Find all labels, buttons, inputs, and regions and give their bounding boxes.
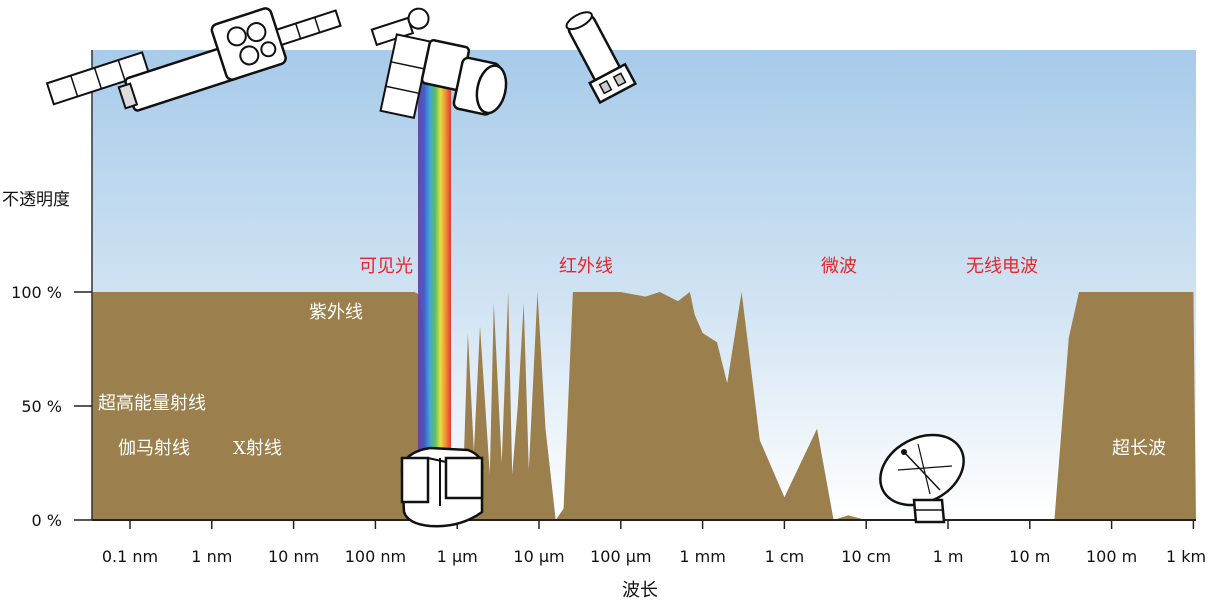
x-tick-label: 1 km: [1166, 547, 1206, 566]
label-xray: X射线: [233, 438, 282, 459]
x-tick-label: 100 μm: [590, 547, 651, 566]
x-tick-label: 1 cm: [765, 547, 805, 566]
y-axis-title: 不透明度: [2, 190, 70, 210]
x-axis-title: 波长: [622, 580, 658, 601]
x-tick-label: 10 μm: [513, 547, 564, 566]
x-tick-label: 100 nm: [345, 547, 406, 566]
y-ticks: 100 % 50 % 0 %: [11, 283, 92, 530]
label-microwave: 微波: [821, 256, 857, 277]
x-tick-label: 1 m: [933, 547, 964, 566]
x-tick-label: 10 m: [1009, 547, 1050, 566]
x-tick-label: 1 nm: [191, 547, 232, 566]
label-ultraviolet: 紫外线: [309, 302, 363, 323]
x-tick-label: 1 mm: [679, 547, 725, 566]
x-tick-label: 0.1 nm: [102, 547, 158, 566]
radio-telescope-icon: [879, 433, 965, 524]
x-tick-label: 10 cm: [841, 547, 891, 566]
label-long-wave: 超长波: [1112, 438, 1166, 459]
x-tick-label: 10 nm: [268, 547, 319, 566]
observatory-icon: [400, 446, 484, 528]
y-tick-label: 0 %: [32, 511, 62, 530]
satellite-icon-infrared: [565, 11, 638, 105]
label-gamma: 伽马射线: [118, 438, 190, 459]
x-tick-label: 100 m: [1086, 547, 1137, 566]
visible-light-band: [418, 70, 451, 460]
x-ticks: 0.1 nm 1 nm 10 nm 100 nm 1 μm 10 μm 100 μm 1 mm…: [102, 520, 1206, 566]
label-high-energy: 超高能量射线: [98, 393, 206, 414]
x-tick-label: 1 μm: [437, 547, 478, 566]
y-tick-label: 50 %: [21, 397, 62, 416]
label-infrared: 红外线: [559, 256, 613, 277]
opacity-area: [92, 292, 1196, 520]
satellite-icon-xray: [45, 7, 342, 112]
label-radio: 无线电波: [966, 256, 1038, 277]
y-tick-label: 100 %: [11, 283, 62, 302]
satellite-icon-hubble: [370, 7, 508, 119]
label-visible: 可见光: [359, 256, 413, 277]
